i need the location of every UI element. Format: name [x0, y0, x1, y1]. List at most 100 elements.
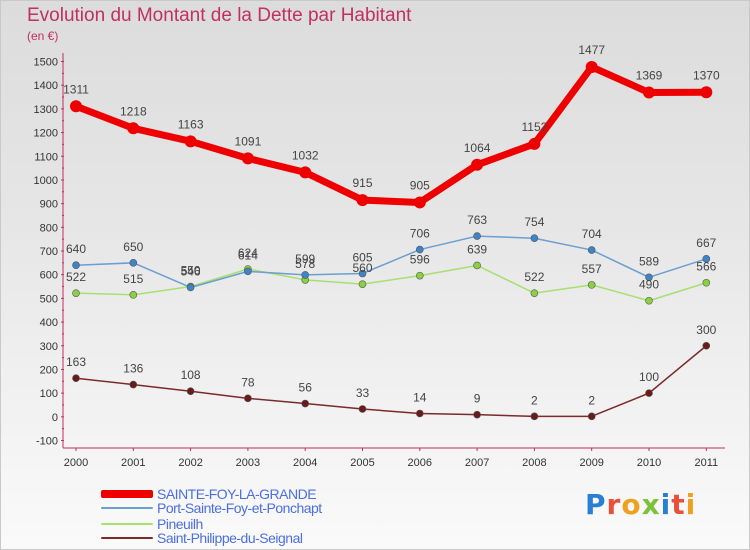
data-point — [530, 289, 539, 297]
data-point — [70, 100, 82, 113]
legend-item-pineuilh: Pineuilh — [101, 516, 203, 532]
logo-letter: i — [660, 488, 672, 521]
data-label: 163 — [66, 355, 86, 369]
x-tick-label: 2007 — [465, 457, 489, 469]
y-tick-label: 700 — [40, 246, 58, 258]
data-label: 596 — [410, 253, 430, 267]
y-tick-label: 1400 — [34, 80, 58, 92]
data-label: 667 — [696, 236, 716, 250]
data-point — [471, 158, 484, 171]
data-labels-layer: 163 136 108 78 56 33 14 9 2 2 100 300 522 515 550 624 57… — [63, 43, 720, 407]
data-point — [358, 269, 367, 278]
data-point — [72, 374, 80, 383]
data-label: 640 — [66, 242, 86, 256]
data-point — [473, 232, 481, 240]
y-tick-label: 800 — [40, 222, 58, 234]
data-point — [587, 281, 596, 289]
data-point — [241, 152, 254, 165]
x-tick-label: 2008 — [522, 457, 546, 469]
data-label: 599 — [295, 252, 315, 266]
data-point — [129, 291, 138, 299]
x-tick-label: 2011 — [694, 457, 718, 469]
y-tick-label: 200 — [40, 364, 58, 376]
data-label: 605 — [352, 251, 372, 265]
series-line-2 — [75, 264, 708, 302]
data-label: 1311 — [63, 82, 89, 96]
data-label: 1163 — [178, 117, 204, 131]
data-label: 650 — [123, 240, 143, 254]
legend-label: Saint-Philippe-du-Seignal — [157, 530, 303, 546]
y-tick-label: 1500 — [34, 57, 58, 69]
data-point — [585, 60, 598, 73]
data-point — [702, 278, 711, 287]
logo-letter: x — [641, 488, 661, 521]
series-line-3 — [75, 345, 708, 418]
y-tick-label: 300 — [40, 341, 58, 353]
x-tick-label: 2001 — [121, 457, 145, 469]
x-tick-label: 2006 — [408, 457, 432, 469]
legend-swatch — [101, 507, 153, 509]
data-point — [129, 259, 138, 267]
logo-letter: o — [621, 488, 642, 521]
data-point — [643, 86, 655, 99]
legend-label: Port-Sainte-Foy-et-Ponchapt — [157, 500, 322, 516]
data-label: 14 — [413, 390, 427, 404]
legend-item-saint-philippe: Saint-Philippe-du-Seignal — [101, 530, 303, 546]
data-point — [530, 412, 539, 421]
data-label: 1477 — [578, 43, 605, 57]
legend-swatch — [101, 537, 153, 539]
data-label: 108 — [181, 368, 201, 382]
data-label: 9 — [474, 392, 481, 406]
data-label: 33 — [356, 386, 370, 400]
data-label: 1064 — [464, 141, 491, 155]
data-point — [184, 135, 197, 148]
y-tick-label: 900 — [40, 199, 58, 211]
data-point — [528, 137, 541, 150]
logo-letter: r — [606, 488, 622, 521]
data-point — [530, 234, 539, 243]
data-label: 100 — [639, 370, 659, 384]
data-label: 639 — [467, 242, 487, 256]
data-label: 1152 — [521, 120, 547, 134]
chart-title: Evolution du Montant de la Dette par Hab… — [27, 5, 412, 26]
unit-label: (en €) — [27, 29, 59, 43]
x-tick-label: 2000 — [64, 457, 88, 469]
data-label: 1370 — [693, 68, 720, 82]
data-point — [127, 122, 140, 135]
y-tick-label: 400 — [40, 317, 58, 329]
data-label: 624 — [238, 246, 258, 260]
data-label: 78 — [241, 375, 255, 389]
x-tick-label: 2002 — [178, 457, 202, 469]
data-point — [244, 394, 252, 403]
data-point — [587, 412, 596, 421]
data-point — [413, 196, 426, 209]
series-layer — [70, 60, 713, 421]
data-point — [645, 296, 653, 305]
legend-swatch — [101, 490, 153, 498]
legend-swatch — [101, 523, 153, 525]
data-point — [72, 289, 80, 297]
data-point — [702, 341, 711, 350]
logo-letter: t — [671, 488, 686, 521]
data-label: 1218 — [120, 104, 147, 118]
legend-label: SAINTE-FOY-LA-GRANDE — [157, 486, 317, 502]
data-label: 578 — [295, 257, 315, 271]
data-label: 136 — [123, 362, 143, 376]
data-point — [358, 280, 367, 288]
data-label: 905 — [410, 178, 430, 192]
series-line-0 — [72, 63, 710, 206]
data-point — [415, 271, 424, 280]
data-label: 706 — [410, 227, 430, 241]
logo-letter: i — [685, 488, 697, 521]
logo-letter: P — [585, 488, 607, 521]
data-label: 566 — [696, 260, 716, 274]
y-tick-label: 100 — [40, 388, 58, 400]
data-label: 56 — [299, 381, 313, 395]
x-tick-label: 2003 — [236, 457, 260, 469]
data-point — [473, 261, 481, 270]
data-point — [645, 389, 653, 397]
data-point — [587, 246, 596, 254]
data-point — [473, 410, 481, 419]
